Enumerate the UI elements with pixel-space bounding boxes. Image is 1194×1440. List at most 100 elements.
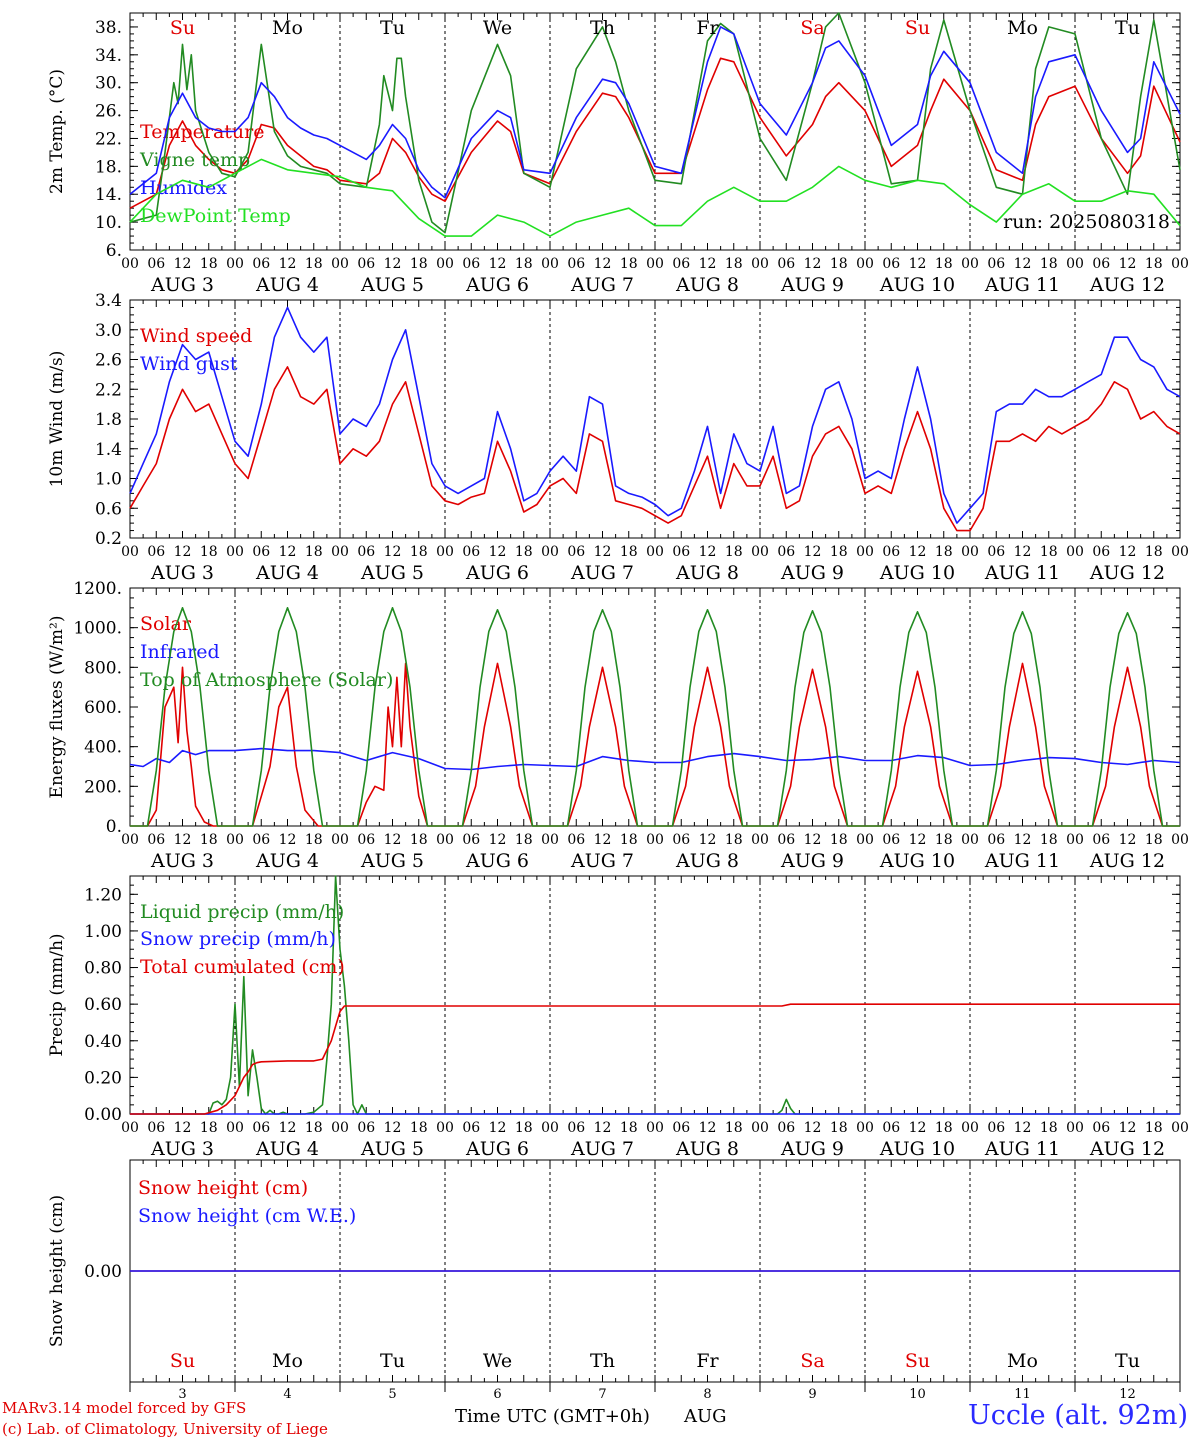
- day-number-label: 5: [388, 1387, 396, 1402]
- hour-label: 18: [515, 544, 533, 560]
- hour-label: 00: [541, 544, 559, 560]
- y-tick-label: 38.: [95, 18, 122, 38]
- hour-label: 12: [174, 544, 192, 560]
- hour-label: 00: [961, 832, 979, 848]
- hour-label: 00: [226, 544, 244, 560]
- hour-label: 06: [777, 1120, 795, 1136]
- hour-label: 18: [935, 832, 953, 848]
- hour-label: 12: [909, 1120, 927, 1136]
- day-number-label: 6: [493, 1387, 501, 1402]
- y-tick-label: 0.2: [95, 529, 122, 549]
- y-axis-title: Snow height (cm): [47, 1195, 67, 1347]
- date-label: AUG 11: [984, 562, 1060, 584]
- weekday-label: Fr: [696, 17, 719, 39]
- hour-label: 06: [567, 1120, 585, 1136]
- series-line-humidex: [129, 26, 1181, 199]
- weekday-label: Tu: [380, 1350, 405, 1372]
- x-axis-month: AUG: [684, 1406, 727, 1427]
- y-tick-label: 1.4: [95, 440, 122, 460]
- hour-label: 06: [882, 544, 900, 560]
- legend-label: Snow height (cm W.E.): [138, 1205, 356, 1227]
- hour-label: 00: [751, 256, 769, 272]
- series-line-dewpoint-temp: [129, 158, 1181, 237]
- series-line-solar: [130, 662, 1180, 827]
- series-line-wind-gust: [129, 306, 1181, 524]
- y-tick-label: 0.40: [84, 1032, 122, 1052]
- weekday-label: Mo: [1007, 17, 1038, 39]
- hour-label: 06: [672, 544, 690, 560]
- hour-label: 12: [699, 256, 717, 272]
- hour-label: 00: [856, 544, 874, 560]
- hour-label: 18: [200, 1120, 218, 1136]
- hour-label: 00: [1171, 544, 1189, 560]
- y-tick-label: 0.80: [84, 959, 122, 979]
- date-label: AUG 3: [150, 562, 214, 584]
- y-tick-label: 2.2: [95, 380, 122, 400]
- hour-label: 12: [594, 544, 612, 560]
- date-label: AUG 10: [879, 1138, 955, 1160]
- date-label: AUG 6: [465, 562, 529, 584]
- y-axis-title: 2m Temp. (°C): [47, 69, 67, 194]
- y-tick-label: 14.: [95, 185, 122, 205]
- y-tick-label: 0.00: [84, 1105, 122, 1125]
- hour-label: 00: [436, 1120, 454, 1136]
- hour-label: 00: [646, 544, 664, 560]
- y-tick-label: 3.0: [95, 321, 122, 341]
- hour-label: 12: [174, 1120, 192, 1136]
- hour-label: 18: [1040, 544, 1058, 560]
- hour-label: 12: [489, 1120, 507, 1136]
- date-label: AUG 12: [1089, 850, 1165, 872]
- date-label: AUG 9: [780, 850, 844, 872]
- y-tick-label: 800.: [84, 658, 122, 678]
- series-line-total-cumulated-cm: [130, 1003, 1180, 1115]
- hour-label: 06: [357, 544, 375, 560]
- y-tick-label: 34.: [95, 46, 122, 66]
- date-label: AUG 7: [570, 562, 634, 584]
- hour-label: 12: [279, 1120, 297, 1136]
- hour-label: 12: [489, 544, 507, 560]
- y-tick-label: 0.6: [95, 499, 122, 519]
- hour-label: 12: [804, 256, 822, 272]
- weekday-label: Su: [905, 17, 930, 39]
- legend-label: Total cumulated (cm): [140, 956, 345, 978]
- hour-label: 12: [1119, 256, 1137, 272]
- plot-frame: [129, 299, 1181, 539]
- hour-label: 18: [935, 544, 953, 560]
- y-tick-label: 0.20: [84, 1068, 122, 1088]
- hour-label: 00: [436, 544, 454, 560]
- hour-label: 00: [436, 256, 454, 272]
- hour-label: 12: [594, 1120, 612, 1136]
- weekday-label: Th: [590, 1350, 615, 1372]
- date-label: AUG 5: [360, 850, 424, 872]
- hour-label: 18: [830, 832, 848, 848]
- weekday-label: We: [483, 1350, 512, 1372]
- hour-label: 06: [1092, 256, 1110, 272]
- plot-frame: [129, 587, 1181, 827]
- day-number-label: 4: [283, 1387, 291, 1402]
- hour-label: 00: [121, 832, 139, 848]
- legend-label: Snow precip (mm/h): [140, 928, 336, 950]
- y-tick-label: 1.0: [95, 470, 122, 490]
- date-label: AUG 4: [255, 274, 319, 296]
- hour-label: 00: [646, 832, 664, 848]
- date-label: AUG 7: [570, 850, 634, 872]
- date-label: AUG 10: [879, 274, 955, 296]
- weekday-label: Sa: [800, 1350, 824, 1372]
- legend-label: Liquid precip (mm/h): [140, 901, 344, 923]
- weekday-label: Tu: [1115, 1350, 1140, 1372]
- x-axis-title: Time UTC (GMT+0h): [455, 1406, 650, 1427]
- hour-label: 06: [462, 544, 480, 560]
- date-label: AUG 8: [675, 850, 739, 872]
- hour-label: 06: [147, 544, 165, 560]
- hour-label: 00: [1066, 832, 1084, 848]
- day-number-label: 10: [909, 1387, 926, 1402]
- day-number-label: 3: [178, 1387, 186, 1402]
- hour-label: 18: [515, 1120, 533, 1136]
- hour-label: 00: [856, 1120, 874, 1136]
- hour-label: 12: [279, 256, 297, 272]
- hour-label: 18: [305, 544, 323, 560]
- hour-label: 18: [200, 832, 218, 848]
- hour-label: 18: [935, 256, 953, 272]
- hour-label: 12: [279, 544, 297, 560]
